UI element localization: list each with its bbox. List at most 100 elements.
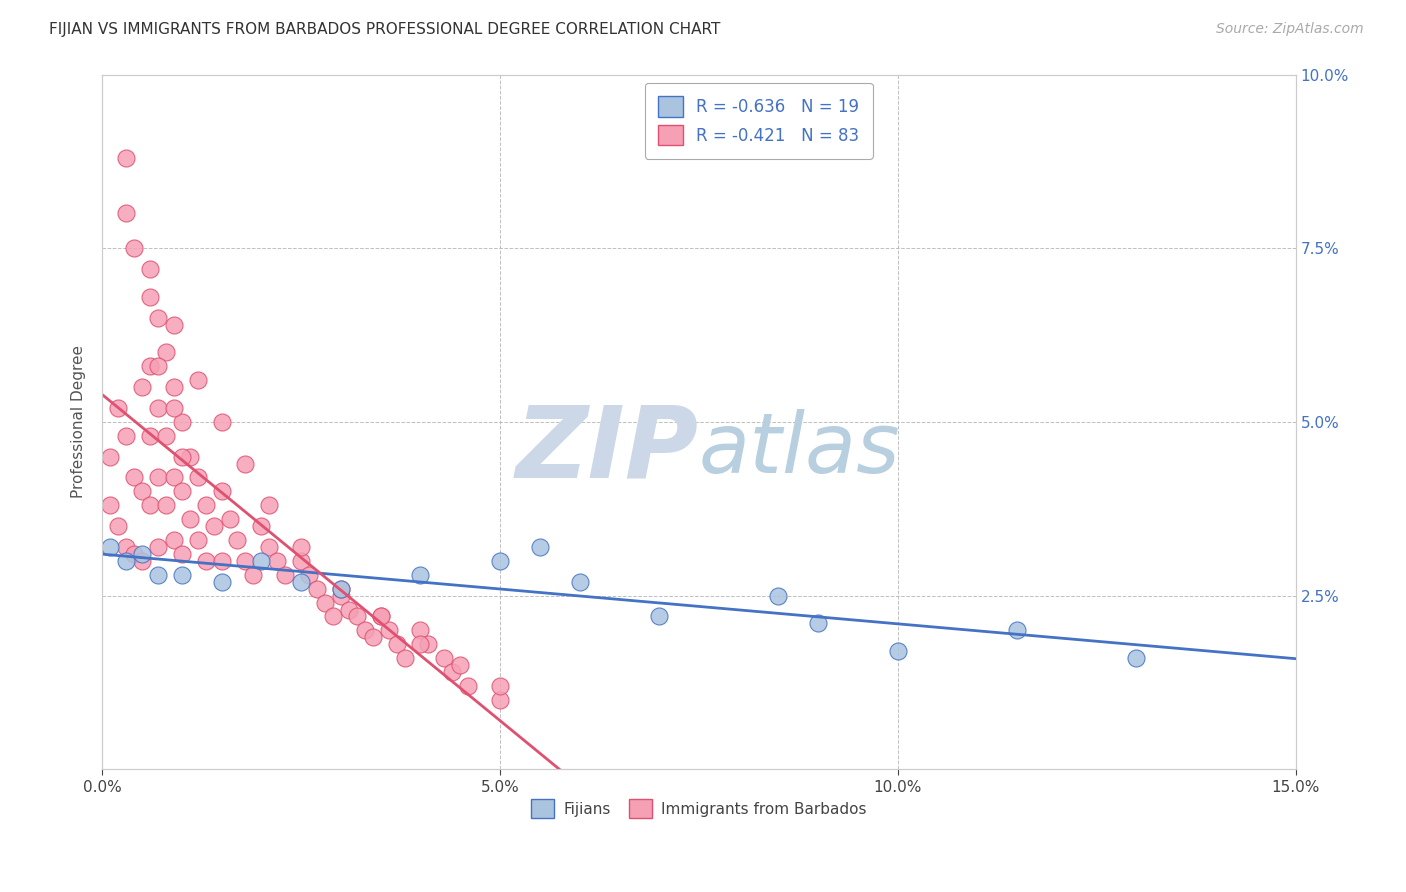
Point — [418, 637, 440, 651]
Point — [290, 554, 312, 568]
Point — [211, 554, 233, 568]
Point — [115, 151, 138, 165]
Point — [568, 574, 591, 589]
Point — [648, 609, 671, 624]
Point — [131, 380, 153, 394]
Point — [441, 665, 464, 679]
Point — [139, 429, 162, 443]
Point — [163, 318, 186, 332]
Point — [298, 567, 321, 582]
Point — [170, 450, 193, 464]
Point — [179, 512, 201, 526]
Point — [170, 484, 193, 499]
Point — [107, 401, 129, 415]
Point — [1005, 624, 1028, 638]
Point — [259, 498, 281, 512]
Point — [250, 519, 273, 533]
Point — [146, 401, 169, 415]
Point — [194, 498, 217, 512]
Point — [489, 679, 512, 693]
Point — [115, 540, 138, 554]
Point — [409, 637, 432, 651]
Point — [146, 540, 169, 554]
Point — [146, 359, 169, 374]
Point — [187, 373, 209, 387]
Point — [329, 582, 352, 596]
Point — [170, 567, 193, 582]
Point — [131, 484, 153, 499]
Point — [457, 679, 479, 693]
Point — [305, 582, 328, 596]
Point — [98, 498, 121, 512]
Point — [346, 609, 368, 624]
Point — [768, 589, 790, 603]
Point — [337, 602, 360, 616]
Point — [139, 290, 162, 304]
Text: Source: ZipAtlas.com: Source: ZipAtlas.com — [1216, 22, 1364, 37]
Point — [122, 547, 145, 561]
Point — [131, 547, 153, 561]
Point — [122, 470, 145, 484]
Point — [235, 457, 257, 471]
Point — [187, 533, 209, 547]
Point — [194, 554, 217, 568]
Point — [139, 262, 162, 277]
Point — [314, 596, 336, 610]
Point — [353, 624, 375, 638]
Point — [329, 582, 352, 596]
Point — [187, 470, 209, 484]
Point — [122, 241, 145, 255]
Point — [266, 554, 288, 568]
Point — [146, 310, 169, 325]
Point — [807, 616, 830, 631]
Point — [250, 554, 273, 568]
Point — [489, 693, 512, 707]
Point — [98, 450, 121, 464]
Point — [139, 498, 162, 512]
Point — [211, 484, 233, 499]
Point — [290, 574, 312, 589]
Point — [139, 359, 162, 374]
Point — [115, 206, 138, 220]
Text: FIJIAN VS IMMIGRANTS FROM BARBADOS PROFESSIONAL DEGREE CORRELATION CHART: FIJIAN VS IMMIGRANTS FROM BARBADOS PROFE… — [49, 22, 721, 37]
Point — [115, 429, 138, 443]
Point — [211, 415, 233, 429]
Point — [1125, 651, 1147, 665]
Point — [211, 574, 233, 589]
Point — [449, 658, 471, 673]
Point — [170, 415, 193, 429]
Point — [202, 519, 225, 533]
Point — [235, 554, 257, 568]
Point — [329, 589, 352, 603]
Text: atlas: atlas — [699, 409, 900, 491]
Point — [146, 567, 169, 582]
Point — [163, 401, 186, 415]
Point — [529, 540, 551, 554]
Point — [370, 609, 392, 624]
Point — [98, 540, 121, 554]
Point — [226, 533, 249, 547]
Point — [115, 554, 138, 568]
Point — [322, 609, 344, 624]
Point — [155, 345, 177, 359]
Point — [242, 567, 264, 582]
Point — [163, 380, 186, 394]
Point — [163, 470, 186, 484]
Point — [274, 567, 297, 582]
Point — [887, 644, 910, 658]
Text: ZIP: ZIP — [516, 401, 699, 499]
Legend: Fijians, Immigrants from Barbados: Fijians, Immigrants from Barbados — [524, 793, 873, 824]
Point — [179, 450, 201, 464]
Point — [163, 533, 186, 547]
Point — [170, 547, 193, 561]
Y-axis label: Professional Degree: Professional Degree — [72, 345, 86, 499]
Point — [394, 651, 416, 665]
Point — [146, 470, 169, 484]
Point — [155, 498, 177, 512]
Point — [489, 554, 512, 568]
Point — [385, 637, 408, 651]
Point — [218, 512, 240, 526]
Point — [259, 540, 281, 554]
Point — [370, 609, 392, 624]
Point — [155, 429, 177, 443]
